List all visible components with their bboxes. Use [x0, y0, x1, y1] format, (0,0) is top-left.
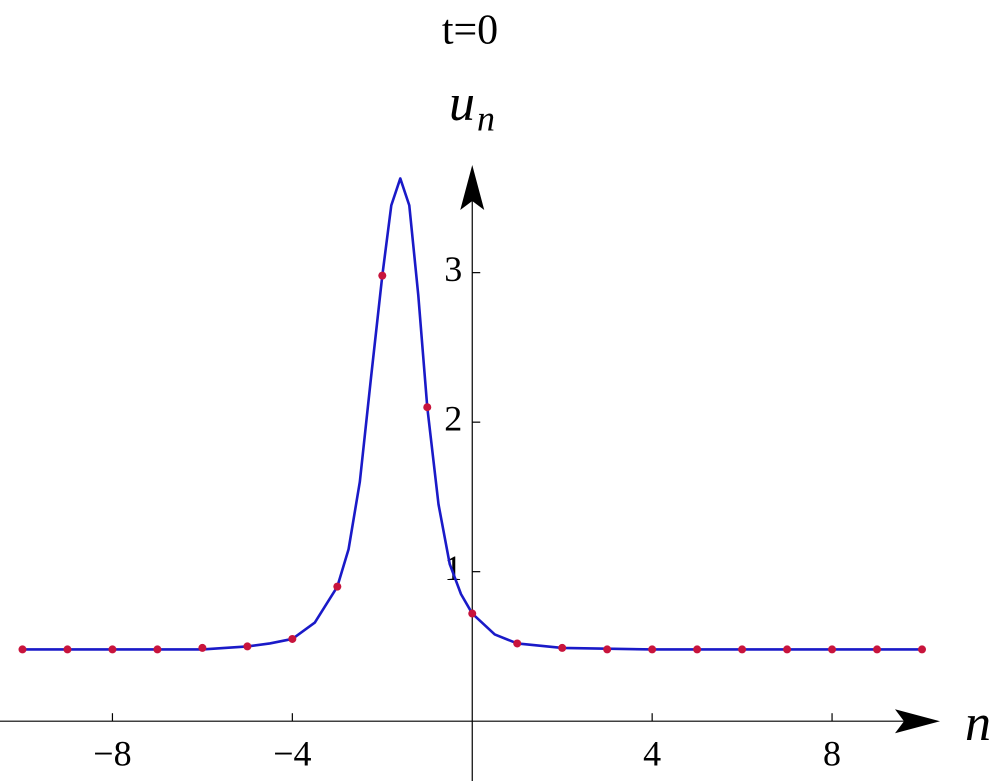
point [648, 645, 657, 654]
y-tick-label: 3 [444, 249, 462, 289]
point [468, 609, 477, 618]
point [108, 645, 117, 654]
point [18, 645, 27, 654]
point [378, 271, 387, 280]
point [423, 403, 432, 412]
point [288, 634, 297, 643]
point [243, 642, 252, 651]
point [873, 645, 882, 654]
x-axis-label: n [965, 695, 991, 752]
point [333, 582, 342, 591]
x-axis-arrow [895, 709, 940, 734]
point [783, 645, 792, 654]
y-tick-label: 2 [444, 398, 462, 438]
point [918, 645, 927, 654]
point [828, 645, 837, 654]
y-axis-arrow [460, 165, 485, 210]
point [603, 645, 612, 654]
point [198, 643, 207, 652]
point [63, 645, 72, 654]
point [513, 639, 522, 648]
curve [22, 177, 923, 651]
x-tick-label: −4 [273, 733, 311, 773]
x-tick-label: 8 [823, 733, 841, 773]
point [153, 645, 162, 654]
y-axis-label-subscript: n [477, 98, 495, 138]
point [738, 645, 747, 654]
y-axis-label: u [449, 75, 475, 132]
x-tick-label: −8 [93, 733, 131, 773]
x-tick-label: 4 [643, 733, 661, 773]
point [693, 645, 702, 654]
chart-title: t=0 [442, 8, 498, 54]
point [558, 643, 567, 652]
